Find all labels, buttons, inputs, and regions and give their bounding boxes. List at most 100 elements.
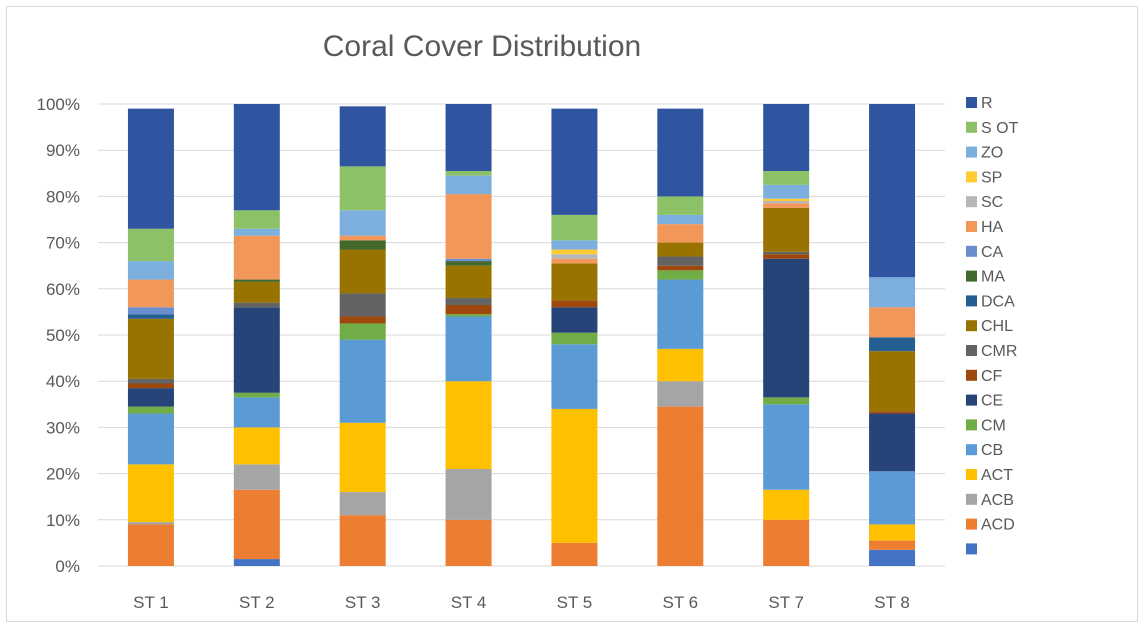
bar-segment: [339, 249, 386, 294]
y-tick-label: 0%: [55, 557, 80, 576]
bar-segment: [763, 489, 810, 520]
bar-segment: [551, 254, 598, 259]
legend-label: ACD: [981, 517, 1015, 534]
bar-segment: [339, 492, 386, 516]
bar-segment: [445, 314, 492, 317]
bar-segment: [445, 519, 492, 566]
legend-label: CB: [981, 442, 1003, 459]
y-tick-label: 80%: [46, 187, 80, 206]
bar-segment: [657, 348, 704, 382]
y-tick-label: 60%: [46, 280, 80, 299]
bar-segment: [869, 411, 916, 414]
bar-segment: [657, 279, 704, 349]
bar-segment: [127, 383, 174, 389]
x-tick-label: ST 6: [663, 593, 699, 612]
bar-segment: [127, 524, 174, 566]
legend-label: ACB: [981, 492, 1014, 509]
bar-segment: [233, 104, 280, 211]
bar-segment: [233, 307, 280, 393]
legend-swatch: [966, 394, 977, 406]
bar-segment: [233, 279, 280, 282]
bar-segment: [339, 316, 386, 324]
axes: 0% 10% 20% 30% 40% 50% 60% 70% 80% 90% 100% ST 1 ST …: [37, 95, 910, 612]
legend-label: S OT: [981, 120, 1019, 137]
bar-segment: [339, 323, 386, 340]
bar-segment: [339, 166, 386, 211]
legend-label: SC: [981, 194, 1003, 211]
legend-swatch: [966, 121, 977, 133]
bar-segment: [445, 468, 492, 520]
bar-segment: [339, 235, 386, 241]
bar-segment: [551, 300, 598, 308]
bar-segment: [657, 242, 704, 257]
bar-segment: [763, 258, 810, 398]
bar-segment: [763, 397, 810, 405]
bar-segment: [551, 344, 598, 409]
bar-segment: [127, 388, 174, 407]
legend-swatch: [966, 444, 977, 456]
legend-label: CMR: [981, 343, 1017, 360]
bar-segment: [339, 106, 386, 167]
bar-segment: [127, 413, 174, 465]
bar-segment: [127, 406, 174, 414]
bar-segment: [445, 258, 492, 262]
legend-swatch: [966, 469, 977, 480]
bar-segment: [657, 265, 704, 271]
legend-label: SP: [981, 169, 1002, 186]
bar-segment: [763, 519, 810, 566]
bar-segment: [127, 522, 174, 525]
bar-segment: [869, 540, 916, 550]
x-tick-label: ST 7: [768, 593, 804, 612]
legend-label: MA: [981, 269, 1005, 286]
bar-segment: [233, 302, 280, 308]
bar-segment: [127, 378, 174, 384]
bar-segment: [763, 184, 810, 199]
bar-segment: [763, 198, 810, 202]
x-tick-label: ST 8: [874, 593, 910, 612]
y-tick-label: 70%: [46, 234, 80, 253]
legend-swatch: [966, 171, 977, 183]
legend-swatch: [966, 320, 977, 332]
x-tick-label: ST 2: [239, 593, 275, 612]
y-tick-label: 50%: [46, 326, 80, 345]
legend-swatch: [966, 97, 977, 108]
bar-segment: [445, 261, 492, 266]
bar-segment: [551, 108, 598, 215]
bar-segment: [233, 392, 280, 398]
legend-label: CM: [981, 417, 1006, 434]
bar-segment: [233, 559, 280, 566]
bar-segment: [657, 381, 704, 407]
bar-segment: [869, 471, 916, 525]
bar-segment: [445, 298, 492, 305]
y-tick-label: 40%: [46, 372, 80, 391]
bar-segment: [551, 408, 598, 543]
bar-segment: [657, 224, 704, 243]
y-tick-label: 20%: [46, 465, 80, 484]
legend-swatch: [966, 369, 977, 381]
legend-label: CF: [981, 368, 1003, 385]
y-tick-label: 30%: [46, 418, 80, 437]
bar-segment: [657, 196, 704, 215]
bar-segment: [233, 427, 280, 465]
bar-segment: [551, 263, 598, 301]
bar-segment: [657, 214, 704, 225]
x-tick-label: ST 5: [557, 593, 593, 612]
bar-segment: [233, 281, 280, 303]
y-tick-label: 90%: [46, 141, 80, 160]
bar-segment: [127, 314, 174, 319]
bar-segment: [445, 304, 492, 315]
bar-segment: [127, 307, 174, 315]
bar-segment: [551, 214, 598, 241]
bar-segment: [869, 524, 916, 541]
bar-segment: [233, 235, 280, 280]
bar-segment: [127, 261, 174, 280]
bar-segment: [869, 337, 916, 352]
bar-segment: [551, 307, 598, 333]
legend: R S OT ZO SP SC HA CA MA DCA CHL CMR CF CE CM CB ACT ACB…: [966, 95, 1019, 555]
bar-segment: [339, 515, 386, 566]
bar-segment: [763, 104, 810, 171]
legend-swatch: [966, 493, 977, 505]
bar-segment: [233, 464, 280, 490]
bar-segment: [233, 397, 280, 428]
